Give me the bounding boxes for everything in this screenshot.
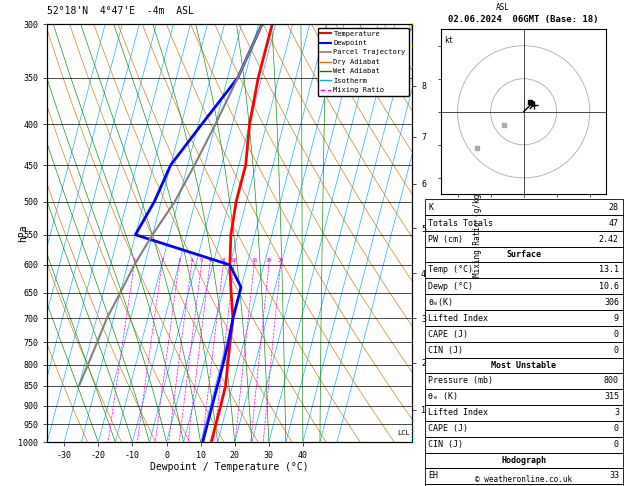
Text: -: - (412, 401, 415, 410)
Text: Lifted Index: Lifted Index (428, 408, 488, 417)
Text: 800: 800 (604, 376, 619, 385)
Text: 1: 1 (133, 258, 136, 263)
Text: hPa: hPa (18, 225, 28, 242)
Text: Hodograph: Hodograph (501, 456, 546, 465)
Text: 3: 3 (177, 258, 181, 263)
Text: Totals Totals: Totals Totals (428, 219, 493, 228)
Text: 5: 5 (200, 258, 203, 263)
X-axis label: Dewpoint / Temperature (°C): Dewpoint / Temperature (°C) (150, 462, 309, 472)
Text: km
ASL: km ASL (496, 0, 510, 12)
Text: 2.42: 2.42 (599, 235, 619, 244)
Text: Temp (°C): Temp (°C) (428, 265, 474, 275)
Text: -: - (412, 42, 415, 51)
Text: 315: 315 (604, 392, 619, 401)
Text: © weatheronline.co.uk: © weatheronline.co.uk (475, 474, 572, 484)
Text: Lifted Index: Lifted Index (428, 313, 488, 323)
Text: -: - (412, 424, 415, 433)
Text: Pressure (mb): Pressure (mb) (428, 376, 493, 385)
Text: 0: 0 (614, 440, 619, 450)
Text: CAPE (J): CAPE (J) (428, 424, 469, 434)
Text: 52°18'N  4°47'E  -4m  ASL: 52°18'N 4°47'E -4m ASL (47, 6, 194, 16)
Text: PW (cm): PW (cm) (428, 235, 464, 244)
Legend: Temperature, Dewpoint, Parcel Trajectory, Dry Adiabat, Wet Adiabat, Isotherm, Mi: Temperature, Dewpoint, Parcel Trajectory… (318, 28, 408, 96)
Text: 15: 15 (251, 258, 257, 263)
Text: 9: 9 (614, 313, 619, 323)
Text: -: - (412, 427, 415, 436)
Text: -: - (412, 20, 415, 29)
Text: -: - (412, 431, 415, 440)
Text: 10.6: 10.6 (599, 281, 619, 291)
Text: K: K (428, 203, 433, 212)
Text: 4: 4 (190, 258, 193, 263)
Text: Surface: Surface (506, 250, 541, 259)
Text: kt: kt (444, 36, 454, 45)
Text: CAPE (J): CAPE (J) (428, 330, 469, 339)
Text: CIN (J): CIN (J) (428, 440, 464, 450)
Text: Dewp (°C): Dewp (°C) (428, 281, 474, 291)
Text: 13.1: 13.1 (599, 265, 619, 275)
Text: 3: 3 (614, 408, 619, 417)
Text: 0: 0 (614, 346, 619, 355)
Text: Most Unstable: Most Unstable (491, 361, 556, 370)
Text: 10: 10 (231, 258, 237, 263)
Text: -: - (412, 434, 415, 443)
Text: 2: 2 (160, 258, 164, 263)
Text: -: - (412, 63, 415, 72)
Text: 6: 6 (208, 258, 211, 263)
Text: 47: 47 (609, 219, 619, 228)
Text: -: - (412, 438, 415, 447)
Text: θₑ (K): θₑ (K) (428, 392, 459, 401)
Text: 8: 8 (221, 258, 225, 263)
Text: 0: 0 (614, 424, 619, 434)
Text: EH: EH (428, 471, 438, 480)
Text: 20: 20 (265, 258, 272, 263)
Text: LCL: LCL (398, 431, 410, 436)
Text: CIN (J): CIN (J) (428, 346, 464, 355)
Text: 25: 25 (277, 258, 284, 263)
Text: 02.06.2024  06GMT (Base: 18): 02.06.2024 06GMT (Base: 18) (448, 15, 599, 24)
Text: -: - (412, 409, 415, 418)
Text: 33: 33 (609, 471, 619, 480)
Text: -: - (412, 417, 415, 425)
Text: Mixing Ratio (g/kg): Mixing Ratio (g/kg) (473, 190, 482, 277)
Text: θₑ(K): θₑ(K) (428, 297, 454, 307)
Text: 0: 0 (614, 330, 619, 339)
Text: 28: 28 (609, 203, 619, 212)
Text: 306: 306 (604, 297, 619, 307)
